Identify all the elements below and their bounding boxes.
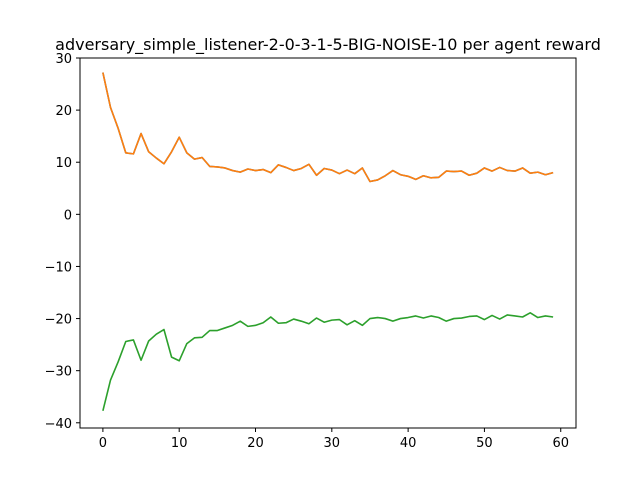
chart-title: adversary_simple_listener-2-0-3-1-5-BIG-… (55, 35, 601, 55)
x-tick-label: 10 (171, 436, 188, 451)
y-tick-label: −10 (45, 260, 72, 275)
x-tick-label: 40 (400, 436, 417, 451)
x-tick-label: 20 (247, 436, 264, 451)
series-line-1 (102, 72, 554, 183)
y-tick-label: −40 (45, 417, 72, 432)
y-tick-label: 0 (64, 208, 72, 223)
axes-frame (79, 57, 577, 429)
y-tick-label: −20 (45, 313, 72, 328)
x-tick-label: 60 (552, 436, 569, 451)
x-tick-label: 50 (476, 436, 493, 451)
x-axis: 0 10 20 30 40 50 60 (99, 428, 569, 451)
y-tick-label: 20 (55, 104, 72, 119)
x-tick-label: 0 (99, 436, 107, 451)
y-axis: −40 −30 −20 −10 0 10 20 30 (45, 52, 80, 432)
series-line-3 (102, 312, 554, 411)
x-tick-label: 30 (324, 436, 341, 451)
y-tick-label: −30 (45, 365, 72, 380)
y-tick-label: 10 (55, 156, 72, 171)
series-line-2 (102, 72, 554, 183)
plot-area (102, 72, 554, 411)
y-tick-label: 30 (55, 52, 72, 67)
